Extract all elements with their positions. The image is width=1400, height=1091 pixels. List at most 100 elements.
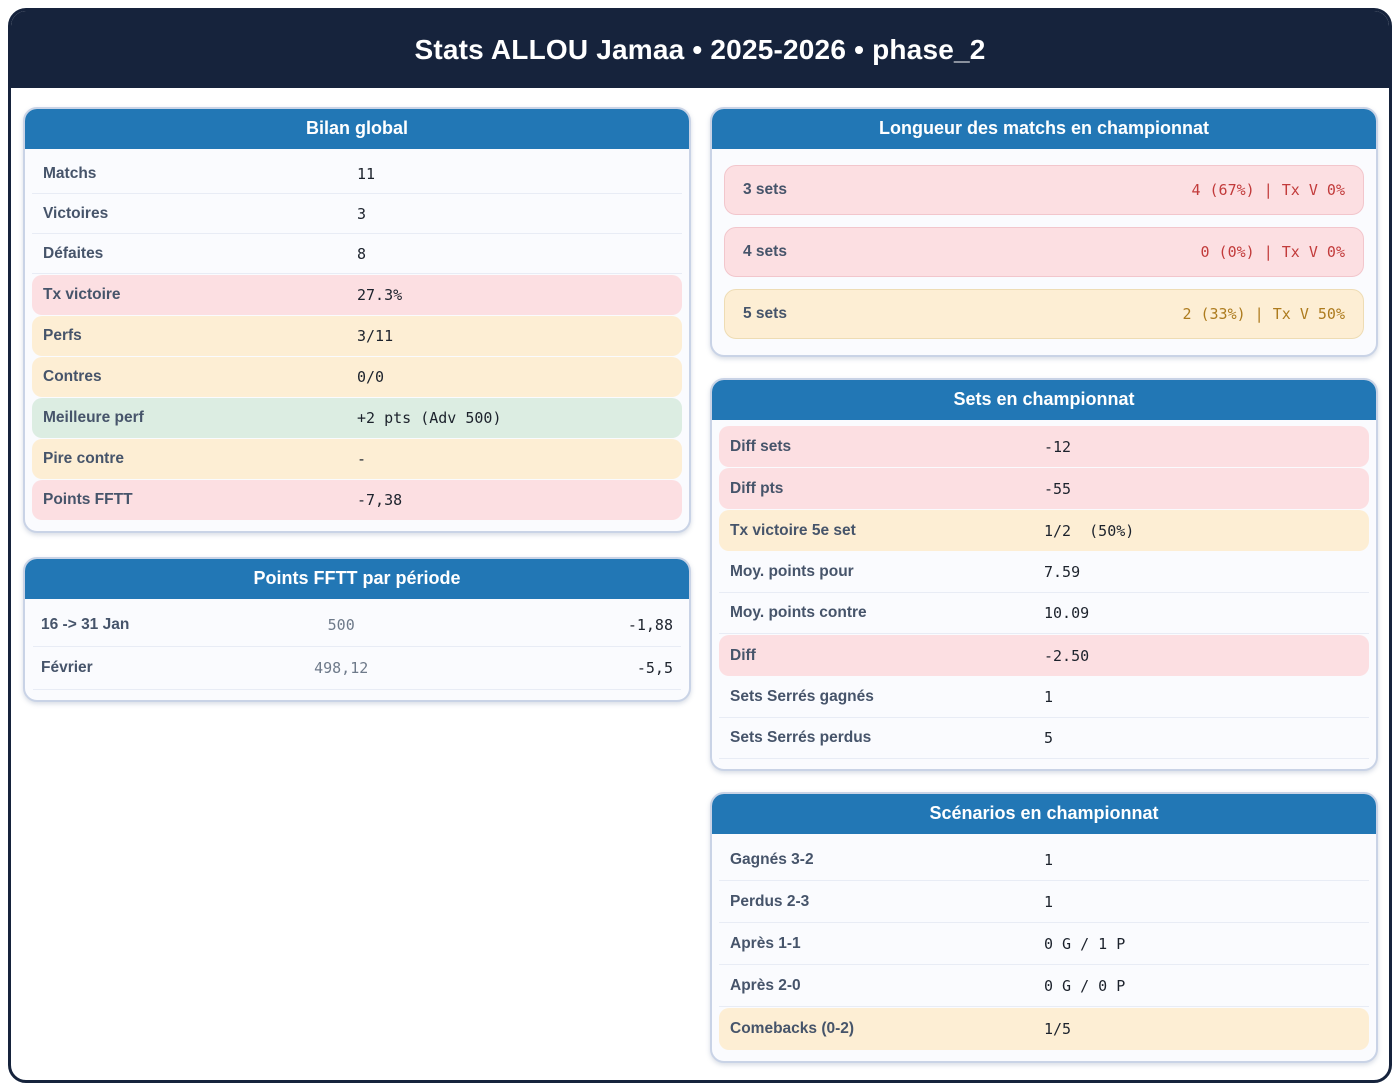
- card-bilan-global: Bilan global Matchs 11 Victoires 3 Défai…: [23, 107, 691, 533]
- card-title-sets-championnat: Sets en championnat: [712, 380, 1376, 420]
- row-value: 4 (67%) | Tx V 0%: [1191, 181, 1345, 199]
- row-label: Gagnés 3-2: [730, 850, 814, 868]
- stat-row-3-sets: 3 sets 4 (67%) | Tx V 0%: [724, 165, 1364, 215]
- row-value: 1: [1044, 892, 1054, 911]
- row-value: 0 (0%) | Tx V 0%: [1200, 243, 1346, 261]
- row-value: 0/0: [357, 368, 385, 386]
- periode-points: 498,12: [314, 659, 369, 677]
- row-value: 1: [1044, 688, 1054, 706]
- row-value: 27.3%: [357, 286, 403, 304]
- stat-row-victoires: Victoires 3: [32, 194, 682, 234]
- row-label: Après 1-1: [730, 934, 801, 952]
- row-label: Après 2-0: [730, 976, 801, 994]
- card-scenarios-championnat: Scénarios en championnat Gagnés 3-2 1 Pe…: [710, 792, 1378, 1063]
- row-label: Matchs: [43, 164, 97, 182]
- left-column: Bilan global Matchs 11 Victoires 3 Défai…: [23, 107, 691, 1063]
- stat-row-pire-contre: Pire contre -: [32, 439, 682, 479]
- dashboard-content: Bilan global Matchs 11 Victoires 3 Défai…: [11, 88, 1389, 1063]
- row-label: 5 sets: [743, 305, 787, 322]
- stat-row-4-sets: 4 sets 0 (0%) | Tx V 0%: [724, 227, 1364, 277]
- stat-row-contres: Contres 0/0: [32, 357, 682, 397]
- row-value: 7.59: [1044, 563, 1081, 581]
- row-value: 3/11: [357, 327, 394, 345]
- row-label: Défaites: [43, 244, 104, 262]
- row-label: Sets Serrés gagnés: [730, 688, 874, 705]
- row-value: -12: [1044, 437, 1072, 456]
- right-column: Longueur des matchs en championnat 3 set…: [710, 107, 1378, 1063]
- card-body-scenarios-championnat: Gagnés 3-2 1 Perdus 2-3 1 Après 1-1 0 G …: [712, 834, 1376, 1061]
- row-value: 1/2 (50%): [1044, 521, 1135, 540]
- card-title-bilan-global: Bilan global: [25, 109, 689, 149]
- row-label: Février: [41, 659, 93, 676]
- row-value: -2.50: [1044, 646, 1090, 665]
- page-title: Stats ALLOU Jamaa • 2025-2026 • phase_2: [414, 33, 986, 65]
- periode-row-jan: 16 -> 31 Jan 500 -1,88: [33, 604, 681, 647]
- row-value: 1/5: [1044, 1020, 1072, 1038]
- row-value: 10.09: [1044, 604, 1090, 622]
- card-points-fftt-periode: Points FFTT par période 16 -> 31 Jan 500…: [23, 557, 691, 702]
- stat-row-moy-points-pour: Moy. points pour 7.59: [719, 552, 1369, 593]
- row-value: 3: [357, 204, 367, 223]
- row-value: 8: [357, 244, 367, 263]
- row-label: 16 -> 31 Jan: [41, 616, 130, 633]
- row-label: 3 sets: [743, 181, 787, 198]
- card-title-points-fftt-periode: Points FFTT par période: [25, 559, 689, 599]
- row-label: Pire contre: [43, 450, 124, 467]
- row-value: -55: [1044, 479, 1072, 498]
- row-value: 1: [1044, 850, 1054, 869]
- page-frame: Stats ALLOU Jamaa • 2025-2026 • phase_2 …: [8, 8, 1392, 1083]
- stat-row-tx-victoire: Tx victoire 27.3%: [32, 275, 682, 315]
- row-label: Perfs: [43, 327, 82, 344]
- periode-delta: -1,88: [627, 616, 673, 634]
- stat-row-moy-points-contre: Moy. points contre 10.09: [719, 593, 1369, 634]
- row-value: 2 (33%) | Tx V 50%: [1182, 305, 1345, 323]
- card-body-bilan-global: Matchs 11 Victoires 3 Défaites 8 Tx vict…: [25, 149, 689, 531]
- row-label: Moy. points pour: [730, 563, 854, 580]
- row-label: Diff sets: [730, 437, 792, 455]
- row-label: Meilleure perf: [43, 409, 144, 426]
- row-label: Tx victoire 5e set: [730, 521, 856, 539]
- row-label: Diff pts: [730, 479, 784, 497]
- stat-row-defaites: Défaites 8: [32, 234, 682, 274]
- row-label: Contres: [43, 368, 102, 385]
- stat-row-apres-2-0: Après 2-0 0 G / 0 P: [719, 965, 1369, 1007]
- card-sets-championnat: Sets en championnat Diff sets -12 Diff p…: [710, 378, 1378, 771]
- row-value: -: [357, 450, 367, 468]
- periode-points: 500: [327, 616, 355, 634]
- card-body-points-fftt-periode: 16 -> 31 Jan 500 -1,88 Février 498,12 -5…: [25, 599, 689, 700]
- card-body-sets-championnat: Diff sets -12 Diff pts -55 Tx victoire 5…: [712, 420, 1376, 769]
- stat-row-sets-serres-gagnes: Sets Serrés gagnés 1: [719, 677, 1369, 718]
- row-label: Moy. points contre: [730, 604, 867, 621]
- card-title-scenarios-championnat: Scénarios en championnat: [712, 794, 1376, 834]
- stat-row-apres-1-1: Après 1-1 0 G / 1 P: [719, 923, 1369, 965]
- periode-delta: -5,5: [636, 659, 673, 677]
- stat-row-perdus-2-3: Perdus 2-3 1: [719, 881, 1369, 923]
- periode-row-fevrier: Février 498,12 -5,5: [33, 647, 681, 690]
- row-value: 5: [1044, 729, 1054, 747]
- row-label: Perdus 2-3: [730, 892, 810, 910]
- row-label: Comebacks (0-2): [730, 1020, 855, 1037]
- stat-row-comebacks: Comebacks (0-2) 1/5: [719, 1008, 1369, 1050]
- row-label: Victoires: [43, 204, 109, 222]
- stat-row-tx-victoire-5e-set: Tx victoire 5e set 1/2 (50%): [719, 510, 1369, 551]
- stat-row-gagnes-3-2: Gagnés 3-2 1: [719, 839, 1369, 881]
- stat-row-sets-serres-perdus: Sets Serrés perdus 5: [719, 718, 1369, 759]
- row-label: Points FFTT: [43, 491, 133, 508]
- stat-row-diff-pts: Diff pts -55: [719, 468, 1369, 509]
- stat-row-diff-sets: Diff sets -12: [719, 426, 1369, 467]
- stat-row-perfs: Perfs 3/11: [32, 316, 682, 356]
- card-longueur-matchs: Longueur des matchs en championnat 3 set…: [710, 107, 1378, 357]
- stat-row-5-sets: 5 sets 2 (33%) | Tx V 50%: [724, 289, 1364, 339]
- row-value: 0 G / 1 P: [1044, 934, 1126, 953]
- card-body-longueur-matchs: 3 sets 4 (67%) | Tx V 0% 4 sets 0 (0%) |…: [712, 149, 1376, 355]
- row-value: 11: [357, 164, 376, 183]
- page-header: Stats ALLOU Jamaa • 2025-2026 • phase_2: [11, 11, 1389, 88]
- stat-row-points-fftt: Points FFTT -7,38: [32, 480, 682, 520]
- row-value: -7,38: [357, 491, 403, 509]
- row-label: 4 sets: [743, 243, 787, 260]
- row-label: Diff: [730, 646, 756, 664]
- row-value: +2 pts (Adv 500): [357, 409, 502, 427]
- stat-row-matchs: Matchs 11: [32, 154, 682, 194]
- stat-row-diff: Diff -2.50: [719, 635, 1369, 676]
- card-title-longueur-matchs: Longueur des matchs en championnat: [712, 109, 1376, 149]
